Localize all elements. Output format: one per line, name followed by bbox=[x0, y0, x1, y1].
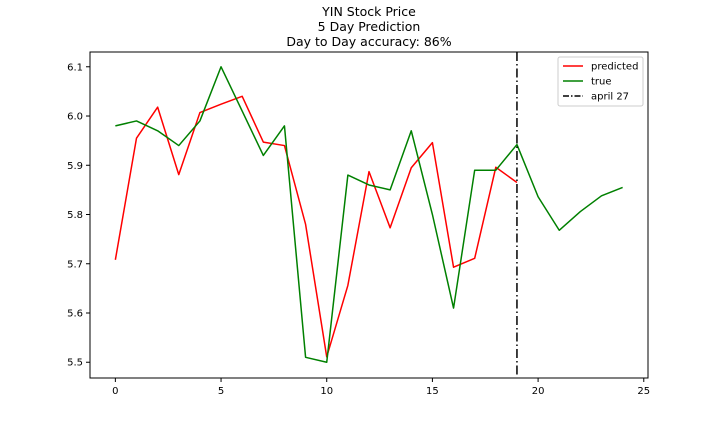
series-line-predicted bbox=[114, 95, 518, 358]
legend-frame bbox=[557, 56, 644, 107]
y-tick-label-5.9: 5.9 bbox=[67, 161, 83, 172]
y-tick-label-6.1: 6.1 bbox=[67, 62, 83, 73]
y-tick-label-5.5: 5.5 bbox=[67, 358, 83, 369]
y-tick-label-5.7: 5.7 bbox=[67, 259, 83, 270]
legend: predicted true april 27 bbox=[557, 56, 644, 107]
x-tick-label-15: 15 bbox=[426, 386, 439, 397]
y-axis: 5.5 5.6 5.7 5.8 5.9 6.0 6.1 bbox=[67, 62, 90, 369]
x-axis: 0 5 10 15 20 25 bbox=[112, 378, 650, 397]
x-tick-label-20: 20 bbox=[532, 386, 545, 397]
x-tick-label-5: 5 bbox=[218, 386, 224, 397]
y-tick-label-5.6: 5.6 bbox=[67, 308, 83, 319]
x-tick-label-0: 0 bbox=[112, 386, 118, 397]
title-line-3: Day to Day accuracy: 86% bbox=[286, 34, 451, 49]
legend-label-predicted: predicted bbox=[591, 62, 638, 73]
y-tick-label-5.8: 5.8 bbox=[67, 210, 83, 221]
x-tick-label-10: 10 bbox=[320, 386, 333, 397]
title-line-2: 5 Day Prediction bbox=[318, 19, 421, 34]
title-line-1: YIN Stock Price bbox=[321, 4, 416, 19]
series-line-true bbox=[115, 66, 623, 363]
y-tick-label-6.0: 6.0 bbox=[67, 112, 83, 123]
x-tick-label-25: 25 bbox=[637, 386, 650, 397]
legend-label-true: true bbox=[591, 77, 612, 88]
legend-label-april-27: april 27 bbox=[591, 92, 629, 103]
